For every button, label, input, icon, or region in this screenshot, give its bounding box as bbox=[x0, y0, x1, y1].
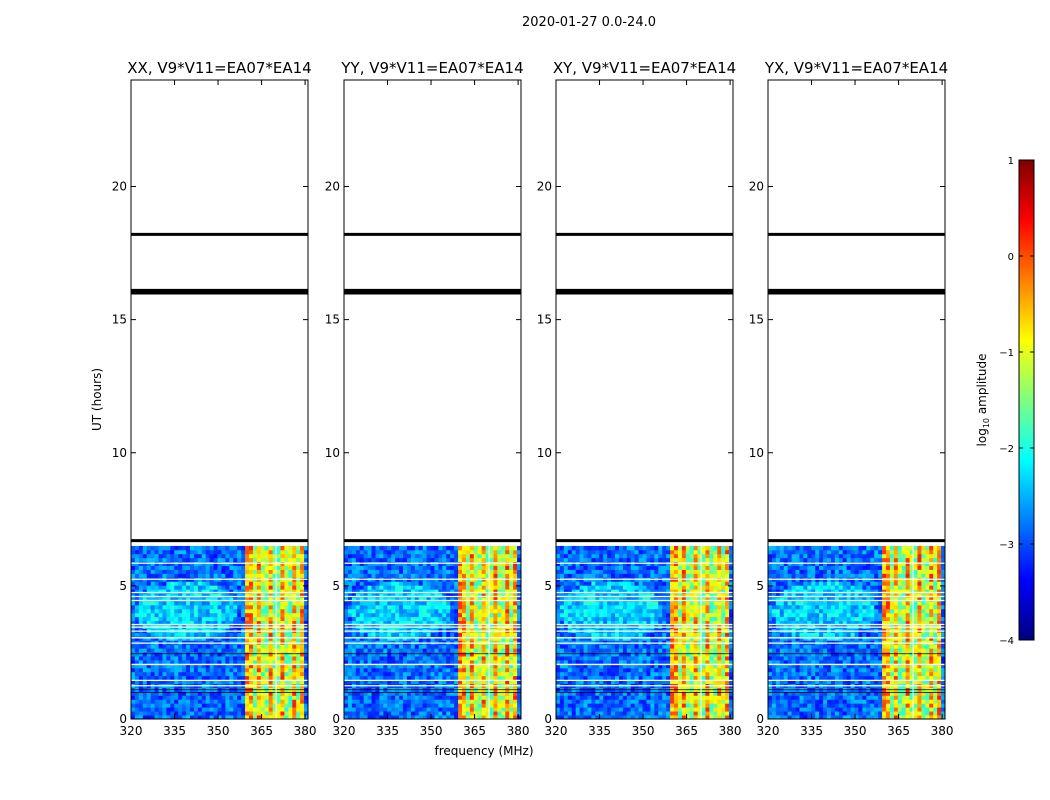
y-tick-label: 5 bbox=[756, 579, 764, 593]
y-tick-label: 5 bbox=[544, 579, 552, 593]
panel-title: YX, V9*V11=EA07*EA14 bbox=[764, 59, 948, 77]
x-tick-label: 365 bbox=[887, 724, 910, 738]
x-tick-label: 335 bbox=[163, 724, 186, 738]
y-tick-label: 0 bbox=[119, 712, 127, 726]
panel-title: XY, V9*V11=EA07*EA14 bbox=[553, 59, 736, 77]
colorbar-label-sub: 10 bbox=[982, 418, 991, 428]
panel-3: 320 335 350 365 380 0 5 10 15 20 YX, V9*V11=EA07*E… bbox=[749, 59, 954, 738]
x-axis-label: frequency (MHz) bbox=[434, 744, 533, 758]
y-tick-label: 15 bbox=[749, 313, 764, 327]
colorbar: 10−1−2−3−4 log10 amplitude bbox=[975, 156, 1035, 647]
panel-1: 320 335 350 365 380 0 5 10 15 20 YY, V9*V11=EA07*E… bbox=[325, 59, 530, 738]
panel-title: XX, V9*V11=EA07*EA14 bbox=[127, 59, 311, 77]
x-tick-label: 320 bbox=[120, 724, 143, 738]
figure-title: 2020-01-27 0.0-24.0 bbox=[522, 15, 656, 30]
y-tick-label: 5 bbox=[119, 579, 127, 593]
y-tick-label: 15 bbox=[325, 313, 340, 327]
y-tick-label: 10 bbox=[325, 446, 340, 460]
y-tick-label: 5 bbox=[332, 579, 340, 593]
x-tick-label: 350 bbox=[207, 724, 230, 738]
colorbar-label-suffix: amplitude bbox=[975, 354, 989, 418]
x-tick-label: 365 bbox=[463, 724, 486, 738]
x-tick-label: 350 bbox=[844, 724, 867, 738]
colorbar-gradient bbox=[1018, 159, 1035, 641]
y-tick-label: 15 bbox=[537, 313, 552, 327]
x-tick-label: 320 bbox=[545, 724, 568, 738]
x-tick-label: 380 bbox=[294, 724, 317, 738]
heatmap-cells bbox=[131, 545, 309, 720]
y-tick-label: 20 bbox=[112, 180, 127, 194]
x-tick-label: 350 bbox=[420, 724, 443, 738]
heatmap-cells bbox=[768, 545, 946, 720]
panels: 320 335 350 365 380 0 5 10 15 20 XX, V9*V11=EA07*E… bbox=[90, 59, 954, 758]
panel-title: YY, V9*V11=EA07*EA14 bbox=[340, 59, 523, 77]
colorbar-label: log10 amplitude bbox=[975, 354, 991, 447]
colorbar-tick-label: 0 bbox=[1008, 252, 1014, 263]
x-tick-label: 335 bbox=[376, 724, 399, 738]
panel-2: 320 335 350 365 380 0 5 10 15 20 XY, V9*V11=EA07*E… bbox=[434, 59, 741, 758]
y-axis-label: UT (hours) bbox=[90, 368, 104, 431]
y-tick-label: 10 bbox=[537, 446, 552, 460]
axes-frame bbox=[555, 79, 734, 720]
heatmap-cells bbox=[556, 545, 734, 720]
x-tick-label: 380 bbox=[719, 724, 742, 738]
colorbar-tick-label: −4 bbox=[999, 636, 1014, 647]
x-tick-label: 350 bbox=[632, 724, 655, 738]
heatmap-cells bbox=[344, 545, 522, 720]
colorbar-tick-label: −3 bbox=[999, 540, 1014, 551]
y-tick-label: 20 bbox=[537, 180, 552, 194]
axes-frame bbox=[343, 79, 522, 720]
y-tick-label: 10 bbox=[112, 446, 127, 460]
axes-frame bbox=[130, 79, 309, 720]
y-tick-label: 0 bbox=[332, 712, 340, 726]
y-tick-label: 15 bbox=[112, 313, 127, 327]
axes-frame bbox=[767, 79, 946, 720]
x-tick-label: 365 bbox=[250, 724, 273, 738]
colorbar-tick-label: −2 bbox=[999, 444, 1014, 455]
colorbar-label-prefix: log bbox=[975, 428, 989, 446]
y-tick-label: 0 bbox=[544, 712, 552, 726]
y-tick-label: 0 bbox=[756, 712, 764, 726]
colorbar-tick-label: −1 bbox=[999, 348, 1014, 359]
x-tick-label: 380 bbox=[931, 724, 954, 738]
colorbar-ticks: 1 0 −1 −2 −3 −4 bbox=[999, 156, 1034, 647]
y-tick-label: 20 bbox=[749, 180, 764, 194]
x-tick-label: 335 bbox=[800, 724, 823, 738]
y-tick-label: 10 bbox=[749, 446, 764, 460]
x-tick-label: 380 bbox=[507, 724, 530, 738]
x-tick-label: 320 bbox=[333, 724, 356, 738]
colorbar-tick-label: 1 bbox=[1008, 156, 1014, 167]
x-tick-label: 320 bbox=[757, 724, 780, 738]
x-tick-label: 335 bbox=[588, 724, 611, 738]
panel-0: 320 335 350 365 380 0 5 10 15 20 XX, V9*V11=EA07*E… bbox=[90, 59, 317, 738]
x-tick-label: 365 bbox=[675, 724, 698, 738]
y-tick-label: 20 bbox=[325, 180, 340, 194]
